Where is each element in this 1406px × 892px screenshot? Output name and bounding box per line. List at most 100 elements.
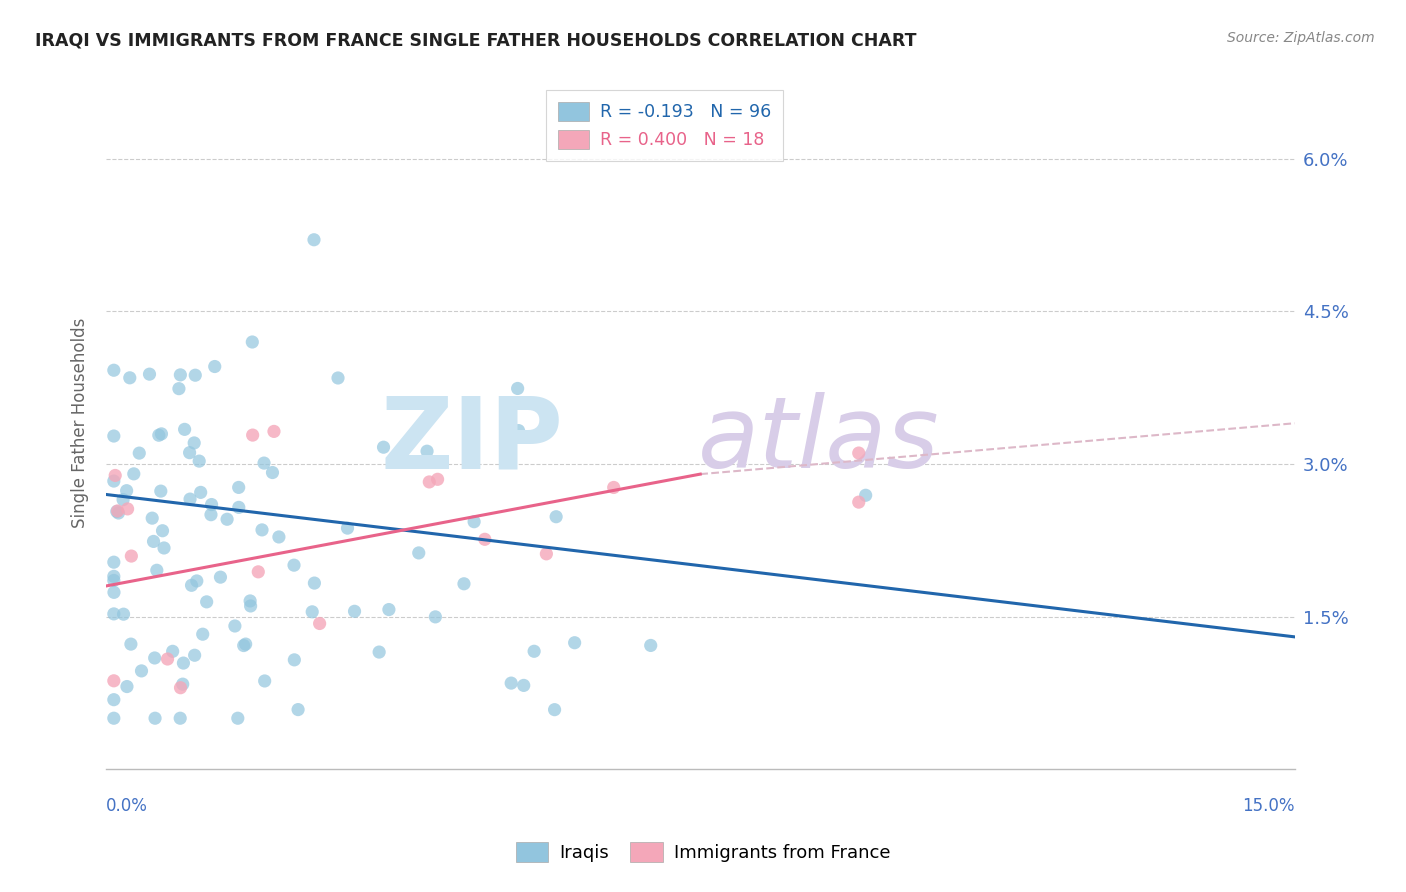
Point <box>103 692 125 706</box>
Point <box>169 368 191 382</box>
Point <box>167 382 190 396</box>
Point <box>112 607 135 622</box>
Point <box>103 585 125 599</box>
Point <box>247 565 270 579</box>
Point <box>153 541 176 555</box>
Point <box>250 523 273 537</box>
Point <box>120 637 142 651</box>
Point <box>180 578 202 592</box>
Legend: R = -0.193   N = 96, R = 0.400   N = 18: R = -0.193 N = 96, R = 0.400 N = 18 <box>546 89 783 161</box>
Point <box>107 504 129 518</box>
Point <box>122 467 145 481</box>
Point <box>543 703 565 717</box>
Point <box>103 474 125 488</box>
Text: atlas: atlas <box>699 392 941 489</box>
Point <box>118 371 141 385</box>
Text: Source: ZipAtlas.com: Source: ZipAtlas.com <box>1227 31 1375 45</box>
Point <box>172 677 194 691</box>
Point <box>103 673 125 688</box>
Point <box>103 569 125 583</box>
Point <box>105 504 128 518</box>
Point <box>204 359 226 374</box>
Point <box>501 676 523 690</box>
Point <box>287 703 309 717</box>
Point <box>232 639 254 653</box>
Point <box>474 533 496 547</box>
Point <box>263 425 285 439</box>
Point <box>848 495 870 509</box>
Point <box>200 508 222 522</box>
Point <box>150 426 173 441</box>
Point <box>283 558 305 573</box>
Point <box>138 367 160 381</box>
Point <box>239 599 262 613</box>
Point <box>302 233 325 247</box>
Point <box>855 488 877 502</box>
Point <box>103 429 125 443</box>
Point <box>149 484 172 499</box>
Point <box>169 711 191 725</box>
Point <box>115 680 138 694</box>
Point <box>143 711 166 725</box>
Point <box>103 711 125 725</box>
Point <box>304 576 326 591</box>
Point <box>117 502 139 516</box>
Point <box>536 547 558 561</box>
Point <box>453 576 475 591</box>
Point <box>131 664 153 678</box>
Point <box>104 468 127 483</box>
Point <box>848 446 870 460</box>
Point <box>301 605 323 619</box>
Point <box>425 610 447 624</box>
Point <box>107 506 129 520</box>
Point <box>253 673 276 688</box>
Point <box>235 637 257 651</box>
Point <box>173 422 195 436</box>
Point <box>200 498 222 512</box>
Point <box>506 381 529 395</box>
Point <box>112 492 135 507</box>
Point <box>141 511 163 525</box>
Point <box>564 636 586 650</box>
Point <box>186 574 208 588</box>
Point <box>463 515 485 529</box>
Point <box>508 424 530 438</box>
Text: ZIP: ZIP <box>381 392 564 489</box>
Point <box>224 619 246 633</box>
Point <box>239 594 262 608</box>
Point <box>162 644 184 658</box>
Point <box>253 456 276 470</box>
Point <box>373 440 395 454</box>
Point <box>183 436 205 450</box>
Point <box>179 492 201 507</box>
Point <box>267 530 290 544</box>
Point <box>183 648 205 663</box>
Text: 15.0%: 15.0% <box>1241 797 1295 814</box>
Point <box>512 678 534 692</box>
Point <box>120 549 142 563</box>
Point <box>523 644 546 658</box>
Point <box>142 534 165 549</box>
Point <box>408 546 430 560</box>
Point <box>308 616 330 631</box>
Point <box>416 444 439 458</box>
Point <box>103 574 125 588</box>
Point <box>115 483 138 498</box>
Point <box>184 368 207 383</box>
Point <box>156 652 179 666</box>
Point <box>368 645 391 659</box>
Point <box>226 711 249 725</box>
Point <box>640 639 662 653</box>
Point <box>602 480 624 494</box>
Point <box>152 524 174 538</box>
Point <box>190 485 212 500</box>
Point <box>103 607 125 621</box>
Point <box>103 363 125 377</box>
Text: 0.0%: 0.0% <box>105 797 148 814</box>
Text: IRAQI VS IMMIGRANTS FROM FRANCE SINGLE FATHER HOUSEHOLDS CORRELATION CHART: IRAQI VS IMMIGRANTS FROM FRANCE SINGLE F… <box>35 31 917 49</box>
Point <box>426 472 449 486</box>
Point <box>546 509 568 524</box>
Point <box>128 446 150 460</box>
Point <box>343 604 366 618</box>
Point <box>146 563 169 577</box>
